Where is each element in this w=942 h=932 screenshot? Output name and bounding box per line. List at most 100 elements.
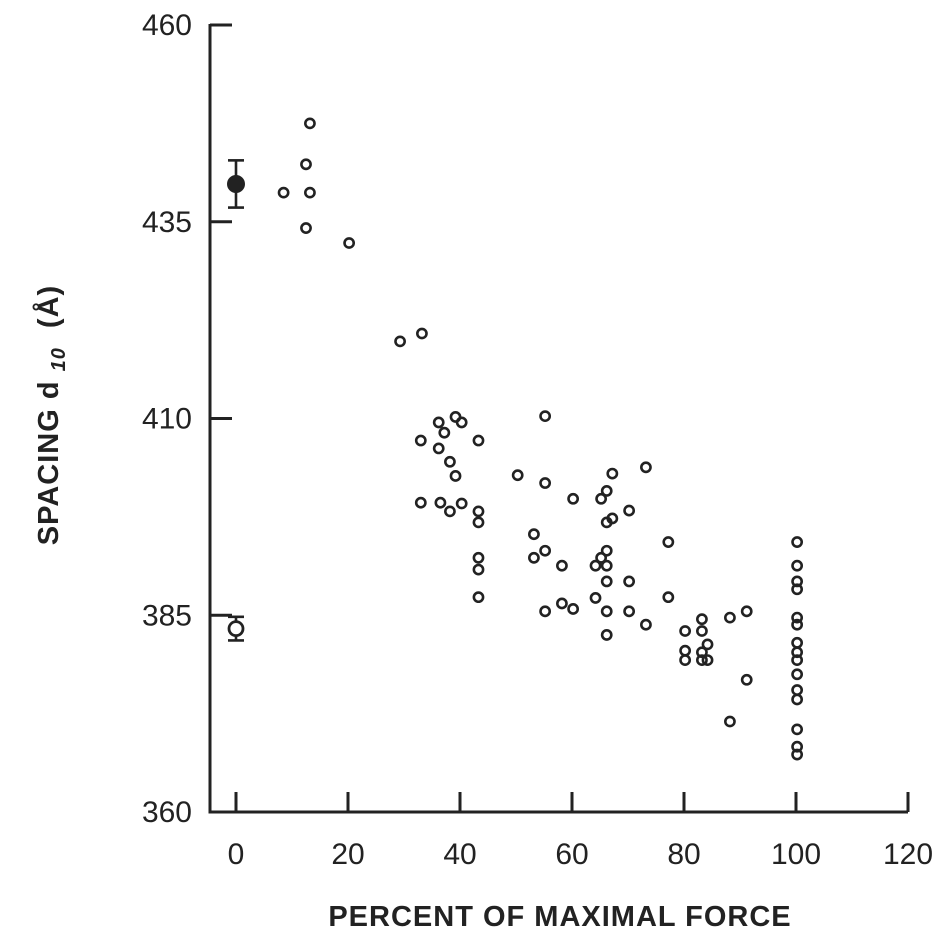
open-data-point — [227, 620, 245, 638]
y-tick-label: 460 — [142, 9, 192, 42]
data-point — [567, 492, 580, 505]
data-point — [791, 668, 804, 681]
x-ticks: 0 20 40 60 80 100 120 — [228, 792, 933, 871]
data-point — [600, 629, 613, 641]
data-point — [791, 611, 804, 624]
data-point — [740, 605, 753, 618]
data-point — [343, 237, 356, 249]
data-point — [455, 416, 468, 429]
data-point — [679, 625, 692, 637]
data-point — [600, 544, 613, 557]
data-point — [556, 597, 568, 610]
data-point — [444, 455, 456, 468]
data-point — [394, 335, 406, 348]
axes — [208, 24, 908, 814]
data-point — [449, 470, 462, 482]
data-point — [791, 575, 804, 588]
data-point — [304, 186, 316, 199]
data-point — [539, 410, 552, 423]
y-axis-title-unit: (Å) — [32, 285, 65, 328]
data-point — [606, 467, 619, 480]
x-tick-label: 0 — [228, 838, 245, 871]
x-tick-label: 120 — [883, 838, 933, 871]
data-point — [455, 497, 468, 510]
y-tick-label: 435 — [142, 206, 192, 239]
data-point — [791, 740, 804, 753]
data-point — [600, 575, 613, 588]
data-point — [623, 504, 636, 517]
data-point — [472, 591, 485, 604]
data-point — [589, 559, 602, 572]
x-tick-label: 80 — [667, 838, 700, 871]
y-axis-title-main: SPACING d — [33, 380, 65, 545]
data-point — [277, 186, 290, 199]
data-point — [600, 559, 613, 572]
data-point — [511, 469, 524, 482]
data-point — [791, 536, 804, 548]
data-point — [600, 605, 613, 618]
y-tick-label: 385 — [142, 599, 192, 632]
data-point — [472, 505, 485, 518]
data-point — [696, 613, 708, 626]
data-point — [791, 654, 804, 667]
data-point — [528, 528, 540, 541]
y-tick-label: 410 — [142, 403, 192, 436]
y-axis-title: SPACING d 10 (Å) — [32, 285, 72, 545]
data-point — [434, 496, 447, 509]
x-axis-title: PERCENT OF MAXIMAL FORCE — [328, 901, 791, 932]
y-tick-label: 360 — [142, 796, 192, 829]
data-point — [662, 536, 675, 548]
data-point — [300, 158, 312, 171]
data-point — [679, 644, 692, 657]
data-point — [679, 654, 692, 667]
data-point — [556, 559, 568, 572]
data-point — [640, 461, 652, 474]
data-point — [724, 715, 736, 728]
data-point — [623, 605, 636, 618]
data-point — [791, 583, 804, 596]
data-point — [472, 434, 485, 447]
data-point — [701, 638, 714, 651]
data-point — [472, 516, 485, 529]
data-point — [528, 551, 540, 564]
data-point — [414, 434, 427, 447]
data-point — [414, 496, 427, 509]
data-points — [227, 117, 804, 761]
data-point — [740, 673, 753, 686]
data-point — [472, 551, 485, 564]
svg-text:SPACING d 10 (Å): SPACING d 10 (Å) — [32, 285, 72, 545]
data-point — [600, 485, 613, 497]
data-point — [432, 416, 445, 429]
data-point — [791, 748, 804, 761]
data-point — [791, 723, 804, 736]
data-point — [432, 442, 445, 455]
data-point — [539, 544, 552, 557]
x-tick-label: 40 — [443, 838, 476, 871]
data-point — [472, 563, 485, 576]
data-point — [444, 505, 456, 518]
data-point — [304, 117, 316, 130]
x-tick-label: 100 — [771, 838, 821, 871]
data-point — [724, 611, 736, 624]
data-point — [696, 654, 708, 667]
data-point — [640, 618, 652, 631]
data-point — [701, 654, 714, 667]
data-point — [623, 575, 636, 588]
data-point — [791, 559, 804, 572]
data-point — [539, 477, 552, 489]
data-point — [595, 551, 608, 564]
data-point — [606, 512, 619, 525]
data-point — [416, 327, 428, 340]
data-point — [595, 492, 608, 505]
data-point — [300, 222, 312, 234]
y-ticks: 360 385 410 435 460 — [142, 9, 232, 829]
data-point — [696, 646, 708, 659]
data-point — [662, 591, 675, 604]
data-point — [696, 625, 708, 637]
data-point — [791, 646, 804, 659]
y-axis-title-subscript: 10 — [48, 347, 70, 371]
x-tick-label: 20 — [331, 838, 364, 871]
data-point — [791, 693, 804, 706]
data-point — [791, 618, 804, 631]
